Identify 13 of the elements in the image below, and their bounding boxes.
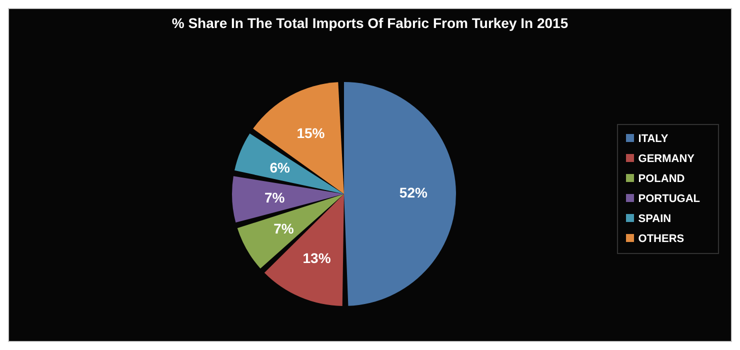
legend-label: PORTUGAL [638,193,700,205]
data-label: 7% [274,220,294,236]
data-label: 7% [264,189,286,206]
data-label: 52% [399,184,428,201]
data-label: 6% [270,159,290,176]
legend-label: SPAIN [638,213,672,225]
legend-label: POLAND [638,173,685,185]
data-label: 15% [296,125,326,142]
legend-label: OTHERS [638,233,684,245]
legend-label: ITALY [638,133,668,145]
chart-title: % Share In The Total Imports Of Fabric From Turkey In 2015 [170,14,570,33]
legend-label: GERMANY [638,153,694,165]
data-label: 13% [302,250,332,266]
